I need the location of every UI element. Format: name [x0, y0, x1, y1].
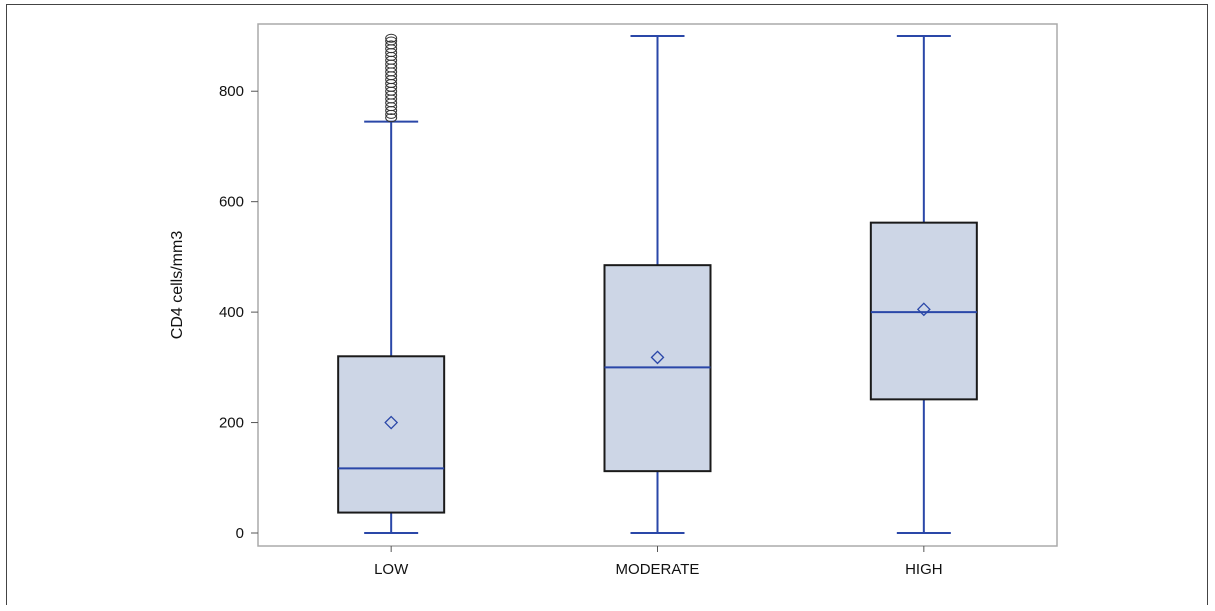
mean-marker: [650, 350, 665, 365]
y-axis: 0 200 400 600 800: [219, 83, 258, 542]
y-tick-label: 600: [219, 194, 244, 211]
mean-marker: [916, 302, 931, 317]
mean-marker: [384, 415, 399, 430]
box-moderate: [603, 35, 712, 534]
y-tick-label: 0: [236, 525, 244, 542]
outlier-point: [385, 33, 398, 43]
outlier-point: [385, 113, 398, 123]
boxes-layer: [337, 33, 978, 534]
outlier-point: [385, 36, 398, 46]
y-tick-label: 400: [219, 304, 244, 321]
outlier-point: [385, 40, 398, 50]
box-low: [337, 33, 446, 534]
box-high: [869, 35, 978, 534]
x-tick-label-moderate: MODERATE: [616, 561, 700, 578]
x-tick-label-low: LOW: [374, 561, 409, 578]
y-axis-title: CD4 cells/mm3: [169, 231, 186, 340]
y-tick-label: 200: [219, 415, 244, 432]
iqr-box: [869, 221, 978, 401]
iqr-box: [337, 355, 446, 514]
x-axis: LOW MODERATE HIGH: [374, 546, 943, 578]
figure-frame: [6, 4, 1208, 605]
x-tick-label-high: HIGH: [905, 561, 943, 578]
y-tick-label: 800: [219, 83, 244, 100]
